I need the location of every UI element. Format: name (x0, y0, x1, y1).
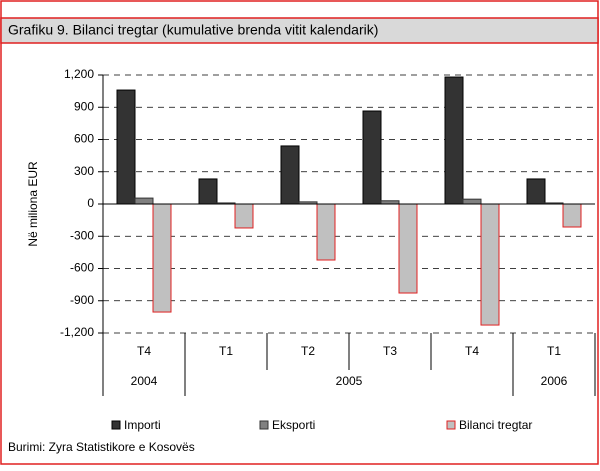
legend-swatch (259, 420, 269, 430)
bar (116, 89, 136, 205)
source: Burimi: Zyra Statistikore e Kosovës (8, 440, 195, 454)
bar (462, 198, 482, 205)
y-tick-label: 300 (74, 164, 94, 178)
legend-label: Eksporti (272, 418, 315, 432)
bar (480, 203, 500, 326)
x-tick-label: T4 (137, 344, 151, 358)
bar (526, 178, 546, 205)
y-tick-label: 900 (74, 99, 94, 113)
legend-swatch (111, 420, 121, 430)
bar (562, 203, 582, 228)
y-tick-label: -1,200 (60, 325, 94, 339)
x-group-label: 2005 (336, 374, 363, 388)
y-tick-label: -900 (70, 293, 94, 307)
bar (152, 203, 172, 313)
x-group-label: 2006 (541, 374, 568, 388)
bar (398, 203, 418, 294)
bar (198, 178, 218, 205)
title-box (0, 17, 599, 44)
y-axis-label: Në miliona EUR (26, 161, 40, 247)
legend-label: Importi (124, 418, 161, 432)
y-tick-label: 0 (87, 196, 94, 210)
y-tick-label: -600 (70, 261, 94, 275)
x-tick-label: T2 (301, 344, 315, 358)
legend-swatch (446, 420, 456, 430)
x-tick-label: T4 (465, 344, 479, 358)
bar (444, 76, 464, 205)
bar (362, 110, 382, 205)
x-tick-label: T1 (219, 344, 233, 358)
y-tick-label: 600 (74, 132, 94, 146)
y-tick-label: 1,200 (64, 67, 94, 81)
x-group-label: 2004 (131, 374, 158, 388)
x-tick-label: T3 (383, 344, 397, 358)
bar (280, 145, 300, 205)
y-tick-label: -300 (70, 228, 94, 242)
bar (316, 203, 336, 261)
x-tick-label: T1 (547, 344, 561, 358)
chart-title: Grafiku 9. Bilanci tregtar (kumulative b… (8, 22, 378, 38)
bar (234, 203, 254, 229)
bar (134, 197, 154, 205)
legend-label: Bilanci tregtar (459, 418, 532, 432)
